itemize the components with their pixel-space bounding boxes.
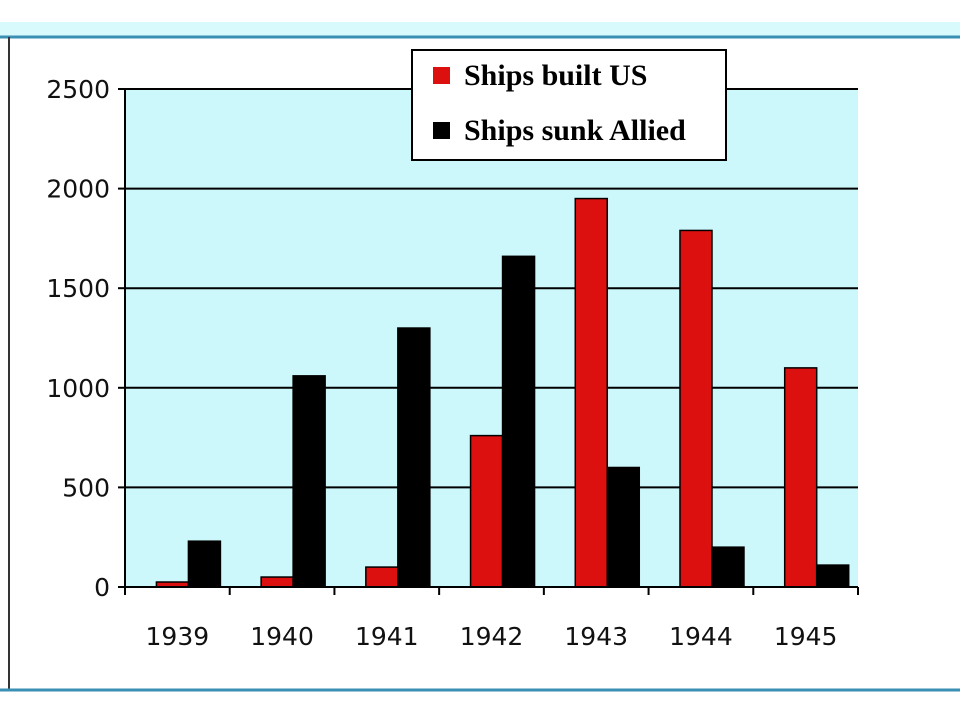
bar-ships-built-us-1941 [365, 566, 399, 588]
legend-label-ships-built-us: Ships built US [464, 59, 647, 92]
bar-ships-sunk-allied-1943 [606, 466, 641, 588]
bar-ships-sunk-allied-1945 [815, 564, 850, 588]
x-tick-label-1941: 1941 [355, 622, 419, 651]
legend-swatch-ships-built-us [433, 67, 450, 84]
x-tick-label-1940: 1940 [250, 622, 314, 651]
bar-ships-built-us-1940 [260, 576, 294, 588]
top-band [0, 22, 960, 36]
legend-label-ships-sunk-allied: Ships sunk Allied [464, 114, 686, 147]
bar-ships-sunk-allied-1944 [711, 546, 745, 588]
x-tick-labels: 1939 1940 1941 1942 1943 1944 1945 [146, 622, 838, 651]
bars [155, 197, 850, 588]
bar-ships-sunk-allied-1941 [397, 327, 431, 588]
y-tick-label: 1000 [46, 374, 110, 403]
bar-ships-built-us-1942 [469, 434, 504, 588]
y-tick-label: 0 [94, 573, 110, 602]
x-tick-label-1944: 1944 [669, 622, 733, 651]
legend-box [411, 49, 727, 161]
bar-ships-sunk-allied-1939 [187, 540, 222, 588]
y-tick-label: 1500 [46, 274, 110, 303]
y-tick-label: 2000 [46, 175, 110, 204]
bar-ships-sunk-allied-1942 [501, 255, 536, 588]
x-tick-label-1939: 1939 [146, 622, 210, 651]
y-tick-label: 500 [62, 473, 110, 502]
bar-ships-sunk-allied-1940 [292, 375, 326, 588]
x-tick-label-1945: 1945 [774, 622, 838, 651]
x-tick-label-1943: 1943 [564, 622, 628, 651]
y-tick-label: 2500 [46, 75, 110, 104]
bar-ships-built-us-1944 [679, 229, 713, 588]
bar-ships-built-us-1943 [574, 197, 609, 588]
axes [124, 89, 859, 595]
bar-ships-built-us-1945 [783, 367, 818, 588]
legend-swatch-ships-sunk-allied [433, 122, 450, 139]
y-tick-labels: 0 500 1000 1500 2000 2500 [46, 75, 110, 602]
legend: Ships built US Ships sunk Allied [411, 49, 727, 161]
x-tick-label-1942: 1942 [460, 622, 524, 651]
